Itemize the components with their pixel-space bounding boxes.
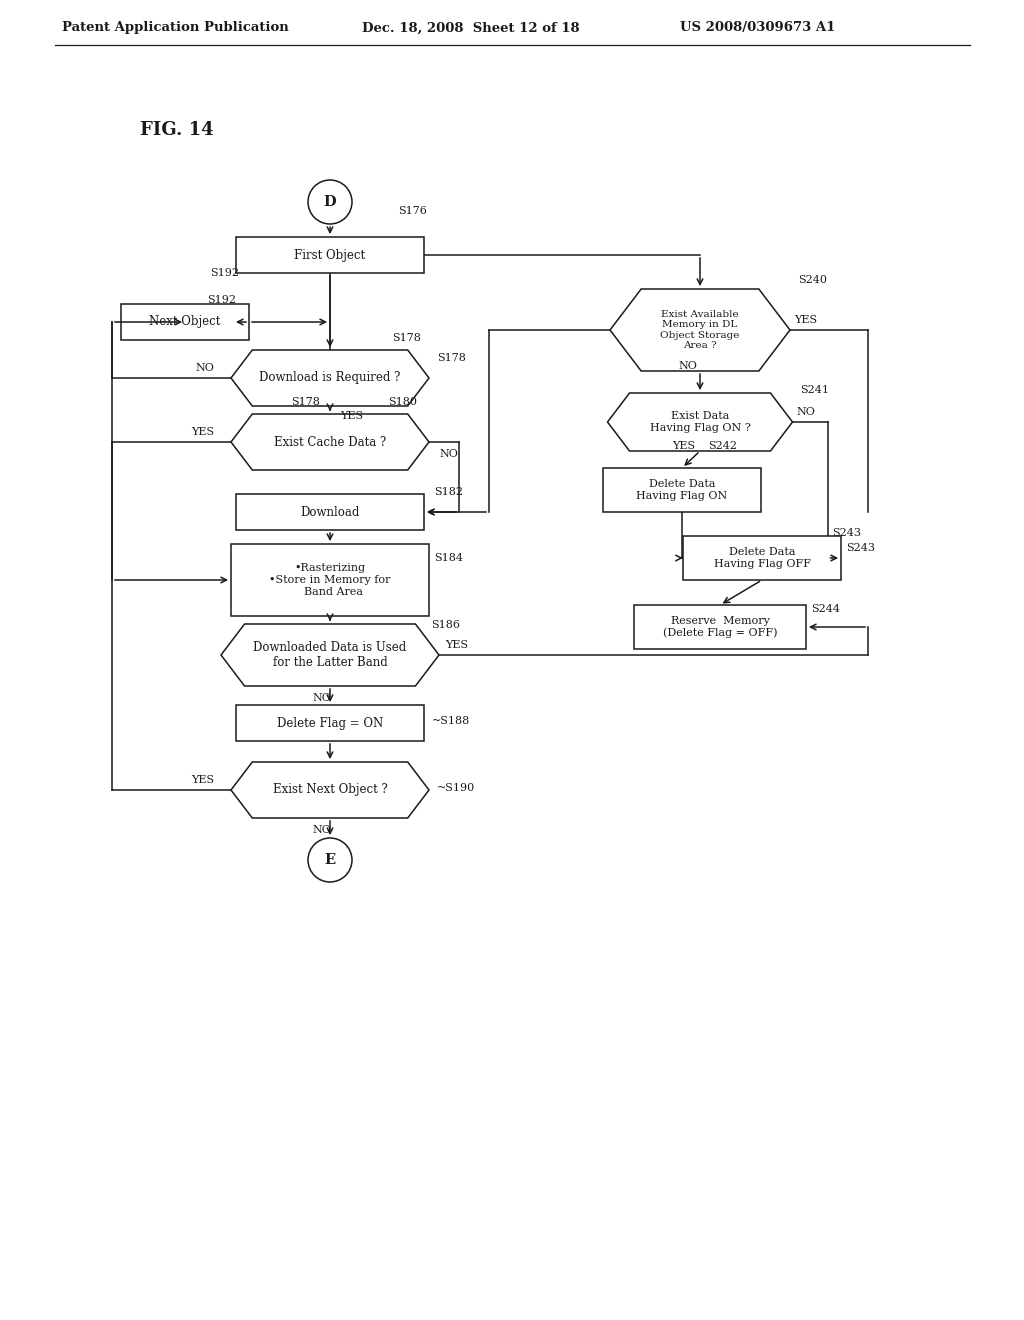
Text: NO: NO [196, 363, 214, 374]
Text: YES: YES [445, 640, 468, 649]
Text: FIG. 14: FIG. 14 [140, 121, 214, 139]
Polygon shape [610, 289, 790, 371]
Text: S243: S243 [833, 528, 861, 539]
FancyBboxPatch shape [236, 705, 424, 741]
Text: Download: Download [300, 506, 359, 519]
Text: YES: YES [794, 315, 817, 325]
Text: Delete Data
Having Flag ON: Delete Data Having Flag ON [636, 479, 728, 500]
Text: Exist Data
Having Flag ON ?: Exist Data Having Flag ON ? [649, 412, 751, 433]
Text: S243: S243 [846, 543, 874, 553]
Text: S192: S192 [210, 268, 239, 279]
Text: YES: YES [340, 411, 364, 421]
Polygon shape [607, 393, 793, 451]
Text: S241: S241 [801, 385, 829, 395]
Text: S184: S184 [434, 553, 463, 564]
Polygon shape [231, 414, 429, 470]
FancyBboxPatch shape [236, 238, 424, 273]
Text: Exist Available
Memory in DL
Object Storage
Area ?: Exist Available Memory in DL Object Stor… [660, 310, 739, 350]
Text: S176: S176 [398, 206, 427, 216]
Text: S242: S242 [708, 441, 737, 451]
Text: NO: NO [312, 693, 332, 704]
FancyBboxPatch shape [236, 494, 424, 531]
Text: NO: NO [797, 407, 815, 417]
Text: S180: S180 [388, 397, 417, 407]
Text: Reserve  Memory
(Delete Flag = OFF): Reserve Memory (Delete Flag = OFF) [663, 616, 777, 638]
Text: Next Object: Next Object [150, 315, 221, 329]
Text: ~S188: ~S188 [432, 715, 470, 726]
Text: US 2008/0309673 A1: US 2008/0309673 A1 [680, 21, 836, 34]
Text: Downloaded Data is Used
for the Latter Band: Downloaded Data is Used for the Latter B… [253, 642, 407, 669]
Text: S178: S178 [291, 397, 319, 407]
Text: Patent Application Publication: Patent Application Publication [62, 21, 289, 34]
Text: S192: S192 [207, 294, 236, 305]
FancyBboxPatch shape [634, 605, 806, 649]
Text: Delete Data
Having Flag OFF: Delete Data Having Flag OFF [714, 548, 811, 569]
Text: NO: NO [312, 825, 332, 836]
FancyBboxPatch shape [683, 536, 841, 579]
Text: S178: S178 [437, 352, 466, 363]
Text: S240: S240 [798, 275, 827, 285]
Text: Exist Next Object ?: Exist Next Object ? [272, 784, 387, 796]
Text: YES: YES [191, 775, 215, 785]
Text: YES: YES [191, 426, 215, 437]
Polygon shape [221, 624, 439, 686]
FancyBboxPatch shape [231, 544, 429, 616]
Text: ~S190: ~S190 [437, 783, 475, 793]
Text: S178: S178 [392, 333, 421, 343]
Text: Delete Flag = ON: Delete Flag = ON [276, 717, 383, 730]
Text: NO: NO [679, 360, 697, 371]
Text: S244: S244 [811, 605, 840, 614]
Text: S186: S186 [431, 620, 460, 630]
Text: First Object: First Object [295, 248, 366, 261]
Text: Exist Cache Data ?: Exist Cache Data ? [273, 436, 386, 449]
Circle shape [308, 180, 352, 224]
Polygon shape [231, 762, 429, 818]
Circle shape [308, 838, 352, 882]
FancyBboxPatch shape [603, 469, 761, 512]
Text: S182: S182 [434, 487, 463, 498]
Text: D: D [324, 195, 336, 209]
Text: Download is Required ?: Download is Required ? [259, 371, 400, 384]
Text: E: E [325, 853, 336, 867]
FancyBboxPatch shape [121, 304, 249, 341]
Text: NO: NO [439, 449, 458, 459]
Polygon shape [231, 350, 429, 407]
Text: YES: YES [673, 441, 695, 451]
Text: •Rasterizing
•Store in Memory for
  Band Area: •Rasterizing •Store in Memory for Band A… [269, 564, 391, 597]
Text: Dec. 18, 2008  Sheet 12 of 18: Dec. 18, 2008 Sheet 12 of 18 [362, 21, 580, 34]
